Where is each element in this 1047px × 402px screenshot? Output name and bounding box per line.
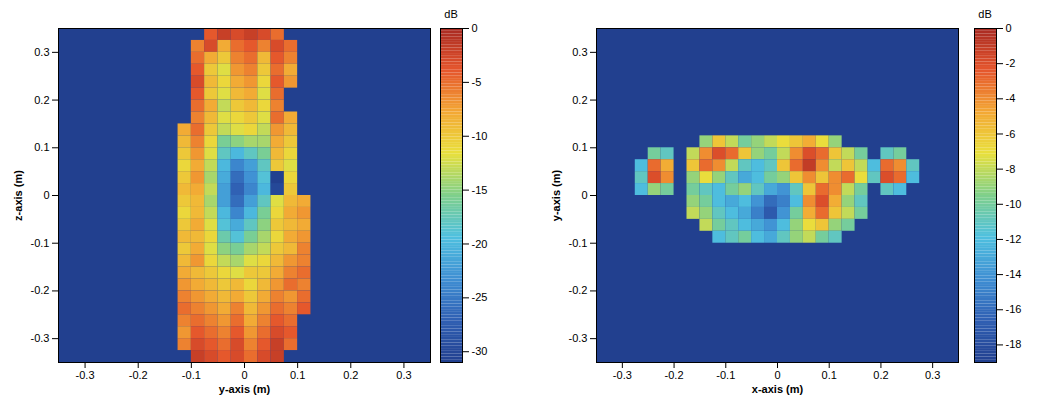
svg-text:0.3: 0.3 bbox=[572, 46, 587, 58]
svg-text:0: 0 bbox=[241, 369, 247, 381]
svg-text:-0.3: -0.3 bbox=[31, 332, 50, 344]
svg-text:-0.1: -0.1 bbox=[716, 369, 735, 381]
html-text:dB: dB bbox=[444, 8, 458, 20]
svg-text:-4: -4 bbox=[1006, 92, 1016, 104]
svg-text:0.3: 0.3 bbox=[34, 46, 49, 58]
svg-text:-0.3: -0.3 bbox=[76, 369, 95, 381]
svg-text:y-axis (m): y-axis (m) bbox=[219, 383, 271, 395]
svg-text:-14: -14 bbox=[1006, 268, 1022, 280]
svg-text:-2: -2 bbox=[1006, 57, 1016, 69]
svg-text:0: 0 bbox=[774, 369, 780, 381]
svg-text:0.3: 0.3 bbox=[925, 369, 940, 381]
svg-text:-0.2: -0.2 bbox=[31, 284, 50, 296]
svg-text:z-axis (m): z-axis (m) bbox=[12, 170, 24, 221]
svg-text:0.2: 0.2 bbox=[34, 94, 49, 106]
svg-text:-10: -10 bbox=[1006, 198, 1022, 210]
svg-text:-0.3: -0.3 bbox=[613, 369, 632, 381]
svg-text:-0.2: -0.2 bbox=[665, 369, 684, 381]
svg-text:-15: -15 bbox=[472, 184, 488, 196]
svg-text:-0.2: -0.2 bbox=[129, 369, 148, 381]
svg-text:0.3: 0.3 bbox=[396, 369, 411, 381]
svg-text:-0.2: -0.2 bbox=[569, 284, 588, 296]
svg-text:-5: -5 bbox=[472, 76, 482, 88]
svg-text:-6: -6 bbox=[1006, 127, 1016, 139]
svg-text:-12: -12 bbox=[1006, 233, 1022, 245]
svg-text:-0.1: -0.1 bbox=[31, 237, 50, 249]
svg-text:-8: -8 bbox=[1006, 163, 1016, 175]
svg-text:0.2: 0.2 bbox=[343, 369, 358, 381]
svg-text:0.2: 0.2 bbox=[873, 369, 888, 381]
svg-text:0.2: 0.2 bbox=[572, 94, 587, 106]
svg-text:-30: -30 bbox=[472, 345, 488, 357]
svg-text:-18: -18 bbox=[1006, 338, 1022, 350]
svg-text:-10: -10 bbox=[472, 130, 488, 142]
svg-text:-25: -25 bbox=[472, 291, 488, 303]
svg-text:0: 0 bbox=[472, 22, 478, 34]
html-text:dB: dB bbox=[978, 8, 992, 20]
svg-text:-0.1: -0.1 bbox=[569, 237, 588, 249]
svg-text:x-axis (m): x-axis (m) bbox=[752, 383, 804, 395]
svg-text:y-axis (m): y-axis (m) bbox=[550, 169, 562, 221]
svg-text:-0.1: -0.1 bbox=[182, 369, 201, 381]
svg-text:0.1: 0.1 bbox=[572, 141, 587, 153]
svg-text:0: 0 bbox=[1006, 22, 1012, 34]
svg-text:-0.3: -0.3 bbox=[569, 332, 588, 344]
svg-text:-16: -16 bbox=[1006, 303, 1022, 315]
svg-text:0.1: 0.1 bbox=[290, 369, 305, 381]
svg-text:-20: -20 bbox=[472, 238, 488, 250]
svg-text:0: 0 bbox=[43, 189, 49, 201]
svg-text:0: 0 bbox=[581, 189, 587, 201]
svg-text:0.1: 0.1 bbox=[34, 141, 49, 153]
svg-text:0.1: 0.1 bbox=[822, 369, 837, 381]
